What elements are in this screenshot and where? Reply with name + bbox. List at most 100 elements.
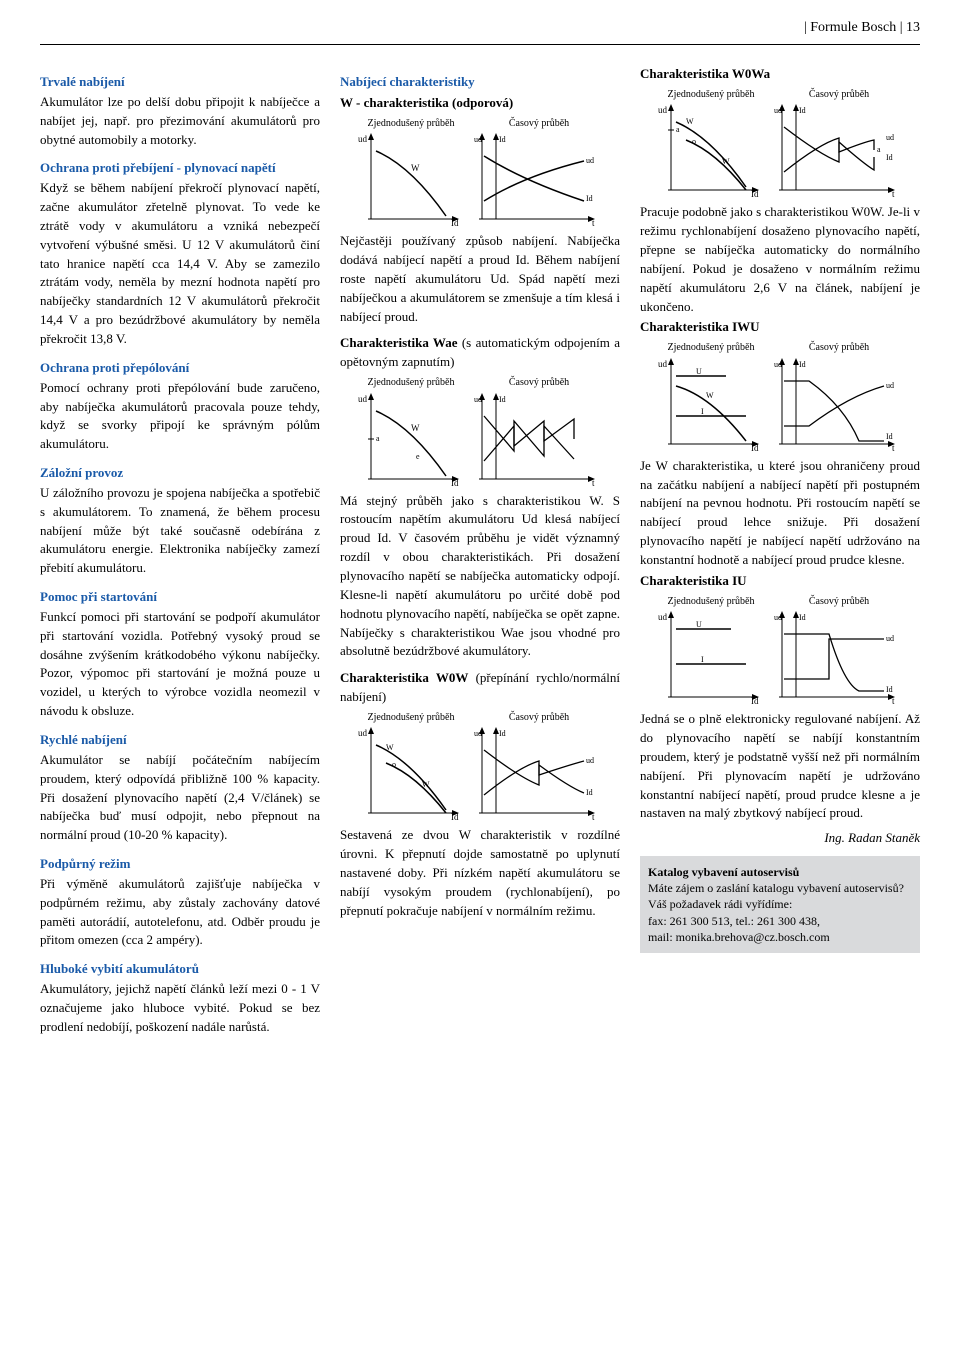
chart-iwu-simple: ud Id U W I <box>656 356 766 451</box>
svg-text:Id: Id <box>499 729 506 738</box>
svg-text:Id: Id <box>499 395 506 404</box>
title-prebijeni: Ochrana proti přebíjení - plynovací napě… <box>40 159 320 178</box>
body-zalozni: U záložního provozu je spojena nabíječka… <box>40 484 320 578</box>
chart-w0wa-time: ud Id t ud Id a <box>774 102 904 197</box>
svg-text:ud: ud <box>358 134 368 144</box>
title-w0wa: Charakteristika W0Wa <box>640 65 920 84</box>
svg-text:W: W <box>722 157 730 166</box>
col-right: Charakteristika W0Wa Zjednodušený průběh… <box>640 63 920 1039</box>
chart-wae-time: ud Id t <box>474 391 604 486</box>
columns: Trvalé nabíjení Akumulátor lze po delší … <box>0 63 960 1069</box>
svg-text:o: o <box>392 760 396 769</box>
body-trvale: Akumulátor lze po delší dobu připojit k … <box>40 93 320 150</box>
title-iwu: Charakteristika IWU <box>640 318 920 337</box>
svg-text:o: o <box>692 137 696 146</box>
svg-text:t: t <box>592 478 595 486</box>
title-podpurny: Podpůrný režim <box>40 855 320 874</box>
body-w0wa: Pracuje podobně jako s charakteristikou … <box>640 203 920 316</box>
chart-w0w-simple: ud Id W o W <box>356 725 466 820</box>
body-iu: Jedná se o plně elektronicky regulované … <box>640 710 920 823</box>
svg-text:U: U <box>696 620 702 629</box>
svg-text:Id: Id <box>751 443 759 451</box>
title-trvale: Trvalé nabíjení <box>40 73 320 92</box>
svg-text:ud: ud <box>774 613 782 622</box>
author: Ing. Radan Staněk <box>640 829 920 848</box>
svg-text:Id: Id <box>799 360 806 369</box>
body-rychle: Akumulátor se nabíjí počátečním nabíjecí… <box>40 751 320 845</box>
svg-text:t: t <box>592 812 595 820</box>
svg-text:Id: Id <box>586 194 593 203</box>
chart-lbl-simple: Zjednodušený průběh <box>356 117 466 132</box>
page-header: | Formule Bosch | 13 <box>0 0 960 40</box>
chart-w-simple: ud Id W <box>356 131 466 226</box>
chart-w: Zjednodušený průběh ud Id W Časový průbě… <box>340 117 620 227</box>
chart-w0w: Zjednodušený průběh ud Id W o W Časový p… <box>340 711 620 821</box>
svg-text:Id: Id <box>886 432 893 441</box>
svg-text:Id: Id <box>886 685 893 694</box>
svg-text:Id: Id <box>751 696 759 704</box>
svg-text:W: W <box>422 780 430 789</box>
svg-text:I: I <box>701 407 704 416</box>
chart-wae: Zjednodušený průběh ud Id a W e Časový p… <box>340 376 620 486</box>
chart-w0w-time: ud Id t ud Id <box>474 725 604 820</box>
svg-text:Id: Id <box>451 812 459 820</box>
svg-text:ud: ud <box>586 756 594 765</box>
chart-iu-simple: ud Id U I <box>656 609 766 704</box>
body-prepolovani: Pomocí ochrany proti přepólování bude za… <box>40 379 320 454</box>
svg-text:t: t <box>892 696 895 704</box>
col-left: Trvalé nabíjení Akumulátor lze po delší … <box>40 63 320 1039</box>
title-prepolovani: Ochrana proti přepólování <box>40 359 320 378</box>
svg-text:W: W <box>386 743 394 752</box>
col-mid: Nabíjecí charakteristiky W - charakteris… <box>340 63 620 1039</box>
svg-text:e: e <box>416 452 420 461</box>
svg-text:t: t <box>592 218 595 226</box>
svg-text:ud: ud <box>474 395 482 404</box>
svg-text:W: W <box>411 163 420 173</box>
svg-text:Id: Id <box>886 153 893 162</box>
svg-text:ud: ud <box>658 105 668 115</box>
svg-text:ud: ud <box>358 394 368 404</box>
svg-text:ud: ud <box>586 156 594 165</box>
svg-text:ud: ud <box>886 133 894 142</box>
chart-iu-time: ud Id t ud Id <box>774 609 904 704</box>
title-zalozni: Záložní provoz <box>40 464 320 483</box>
title-rychle: Rychlé nabíjení <box>40 731 320 750</box>
body-prebijeni: Když se během nabíjení překročí plynovac… <box>40 179 320 349</box>
header-text: | Formule Bosch | 13 <box>804 20 920 35</box>
svg-text:ud: ud <box>658 359 668 369</box>
svg-text:Id: Id <box>586 788 593 797</box>
title-iu: Charakteristika IU <box>640 572 920 591</box>
svg-text:t: t <box>892 189 895 197</box>
svg-text:Id: Id <box>499 135 506 144</box>
body-w: Nejčastěji používaný způsob nabíjení. Na… <box>340 232 620 326</box>
svg-text:I: I <box>701 655 704 664</box>
chart-wae-simple: ud Id a W e <box>356 391 466 486</box>
svg-text:W: W <box>706 391 714 400</box>
body-start: Funkcí pomoci při startování se podpoří … <box>40 608 320 721</box>
catalog-title: Katalog vybavení autoservisů <box>648 865 799 879</box>
svg-text:a: a <box>877 145 881 154</box>
body-hluboke: Akumulátory, jejichž napětí článků leží … <box>40 980 320 1037</box>
chart-lbl-time: Časový průběh <box>474 117 604 132</box>
title-nabijeci: Nabíjecí charakteristiky <box>340 73 620 92</box>
catalog-box: Katalog vybavení autoservisů Máte zájem … <box>640 856 920 953</box>
svg-text:ud: ud <box>474 729 482 738</box>
header-rule <box>40 44 920 45</box>
title-hluboke: Hluboké vybití akumulátorů <box>40 960 320 979</box>
svg-text:ud: ud <box>658 612 668 622</box>
body-iwu: Je W charakteristika, u které jsou ohran… <box>640 457 920 570</box>
svg-text:Id: Id <box>451 478 459 486</box>
svg-text:a: a <box>676 125 680 134</box>
svg-text:Id: Id <box>751 189 759 197</box>
title-wae: Charakteristika Wae (s automatickým odpo… <box>340 334 620 372</box>
svg-text:ud: ud <box>886 634 894 643</box>
svg-text:ud: ud <box>774 360 782 369</box>
catalog-l1: Máte zájem o zaslání katalogu vybavení a… <box>648 881 904 895</box>
catalog-l3: fax: 261 300 513, tel.: 261 300 438, <box>648 914 820 928</box>
svg-text:U: U <box>696 367 702 376</box>
svg-text:ud: ud <box>886 381 894 390</box>
svg-text:W: W <box>686 117 694 126</box>
body-wae: Má stejný průběh jako s charakteristikou… <box>340 492 620 662</box>
chart-iwu: Zjednodušený průběh ud Id U W I Časový p… <box>640 341 920 451</box>
chart-w-time: ud Id t ud Id <box>474 131 604 226</box>
